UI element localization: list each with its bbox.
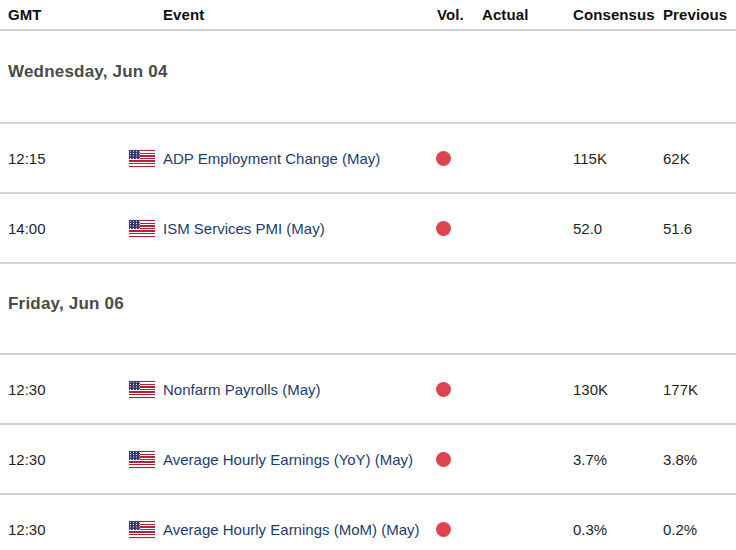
event-cell: Average Hourly Earnings (YoY) (May) xyxy=(163,451,434,468)
vol-cell xyxy=(434,221,482,236)
us-flag-icon xyxy=(129,521,155,538)
consensus-value: 115K xyxy=(573,150,663,167)
flag-cell xyxy=(129,450,163,469)
us-flag-icon xyxy=(129,381,155,398)
flag-cell xyxy=(129,219,163,238)
event-link[interactable]: ADP Employment Change (May) xyxy=(163,150,380,167)
date-header: Wednesday, Jun 04 xyxy=(8,62,168,82)
date-header-row: Wednesday, Jun 04 xyxy=(0,31,736,122)
date-section: Wednesday, Jun 04 12:15 ADP Employment C… xyxy=(0,31,736,262)
calendar-sections: Wednesday, Jun 04 12:15 ADP Employment C… xyxy=(0,31,736,550)
volatility-dot-icon xyxy=(436,452,451,467)
event-row[interactable]: 12:30 Average Hourly Earnings (YoY) (May… xyxy=(0,423,736,493)
event-link[interactable]: Nonfarm Payrolls (May) xyxy=(163,381,321,398)
col-header-previous: Previous xyxy=(663,6,736,23)
event-link[interactable]: Average Hourly Earnings (YoY) (May) xyxy=(163,451,413,468)
table-header: GMT Event Vol. Actual Consensus Previous xyxy=(0,0,736,31)
event-cell: ISM Services PMI (May) xyxy=(163,220,434,237)
event-time: 12:30 xyxy=(8,521,129,538)
previous-value: 177K xyxy=(663,381,736,398)
previous-value: 62K xyxy=(663,150,736,167)
event-cell: Nonfarm Payrolls (May) xyxy=(163,381,434,398)
vol-cell xyxy=(434,522,482,537)
previous-value: 51.6 xyxy=(663,220,736,237)
consensus-value: 3.7% xyxy=(573,451,663,468)
event-time: 12:30 xyxy=(8,451,129,468)
col-header-gmt: GMT xyxy=(8,6,129,23)
event-time: 12:15 xyxy=(8,150,129,167)
col-header-actual: Actual xyxy=(482,6,573,23)
date-header-row: Friday, Jun 06 xyxy=(0,262,736,353)
previous-value: 3.8% xyxy=(663,451,736,468)
vol-cell xyxy=(434,382,482,397)
event-link[interactable]: Average Hourly Earnings (MoM) (May) xyxy=(163,521,419,538)
volatility-dot-icon xyxy=(436,382,451,397)
flag-cell xyxy=(129,149,163,168)
event-link[interactable]: ISM Services PMI (May) xyxy=(163,220,325,237)
event-row[interactable]: 12:30 Average Hourly Earnings (MoM) (May… xyxy=(0,493,736,550)
flag-cell xyxy=(129,520,163,539)
date-header: Friday, Jun 06 xyxy=(8,294,124,314)
vol-cell xyxy=(434,452,482,467)
us-flag-icon xyxy=(129,451,155,468)
event-row[interactable]: 12:15 ADP Employment Change (May) 115K 6… xyxy=(0,122,736,192)
previous-value: 0.2% xyxy=(663,521,736,538)
volatility-dot-icon xyxy=(436,522,451,537)
col-header-vol: Vol. xyxy=(434,6,482,23)
consensus-value: 52.0 xyxy=(573,220,663,237)
col-header-event: Event xyxy=(163,6,434,23)
event-cell: ADP Employment Change (May) xyxy=(163,150,434,167)
event-time: 14:00 xyxy=(8,220,129,237)
event-row[interactable]: 14:00 ISM Services PMI (May) 52.0 51.6 xyxy=(0,192,736,262)
consensus-value: 130K xyxy=(573,381,663,398)
us-flag-icon xyxy=(129,150,155,167)
date-section: Friday, Jun 06 12:30 Nonfarm Payrolls (M… xyxy=(0,262,736,550)
economic-calendar: GMT Event Vol. Actual Consensus Previous… xyxy=(0,0,736,550)
consensus-value: 0.3% xyxy=(573,521,663,538)
event-time: 12:30 xyxy=(8,381,129,398)
volatility-dot-icon xyxy=(436,221,451,236)
us-flag-icon xyxy=(129,220,155,237)
vol-cell xyxy=(434,151,482,166)
flag-cell xyxy=(129,380,163,399)
event-cell: Average Hourly Earnings (MoM) (May) xyxy=(163,521,434,538)
col-header-consensus: Consensus xyxy=(573,6,663,23)
volatility-dot-icon xyxy=(436,151,451,166)
event-row[interactable]: 12:30 Nonfarm Payrolls (May) 130K 177K xyxy=(0,353,736,423)
